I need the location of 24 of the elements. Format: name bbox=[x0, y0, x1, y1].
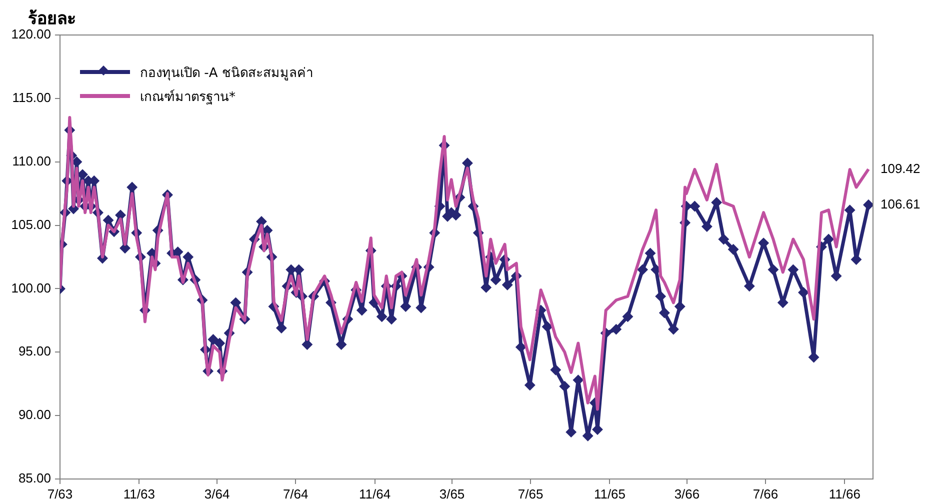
x-tick-label: 7/66 bbox=[752, 486, 778, 502]
x-tick-label: 7/65 bbox=[518, 486, 544, 502]
x-tick-label: 11/65 bbox=[594, 486, 626, 502]
x-tick-label: 3/64 bbox=[204, 486, 230, 502]
x-tick-label: 3/66 bbox=[674, 486, 700, 502]
x-tick-label: 11/63 bbox=[123, 486, 155, 502]
y-tick-label: 100.00 bbox=[11, 280, 51, 296]
x-tick-label: 7/64 bbox=[282, 486, 308, 502]
legend-label: กองทุนเปิด -A ชนิดสะสมมูลค่า bbox=[140, 64, 313, 82]
y-tick-label: 95.00 bbox=[18, 344, 51, 359]
annotation: 106.61 bbox=[880, 196, 920, 212]
y-tick-label: 105.00 bbox=[11, 216, 51, 232]
annotation: 109.42 bbox=[880, 160, 920, 176]
y-tick-label: 115.00 bbox=[12, 90, 51, 106]
y-tick-label: 110.00 bbox=[12, 153, 51, 168]
y-tick-label: 120.00 bbox=[11, 26, 51, 42]
x-tick-label: 11/66 bbox=[828, 486, 860, 502]
y-axis-title: ร้อยละ bbox=[28, 8, 76, 29]
legend-label: เกณฑ์มาตรฐาน* bbox=[140, 88, 236, 106]
x-tick-label: 3/65 bbox=[439, 486, 465, 502]
y-tick-label: 85.00 bbox=[18, 470, 51, 486]
x-tick-label: 7/63 bbox=[47, 486, 73, 502]
x-tick-label: 11/64 bbox=[358, 486, 391, 502]
y-tick-label: 90.00 bbox=[18, 407, 51, 422]
